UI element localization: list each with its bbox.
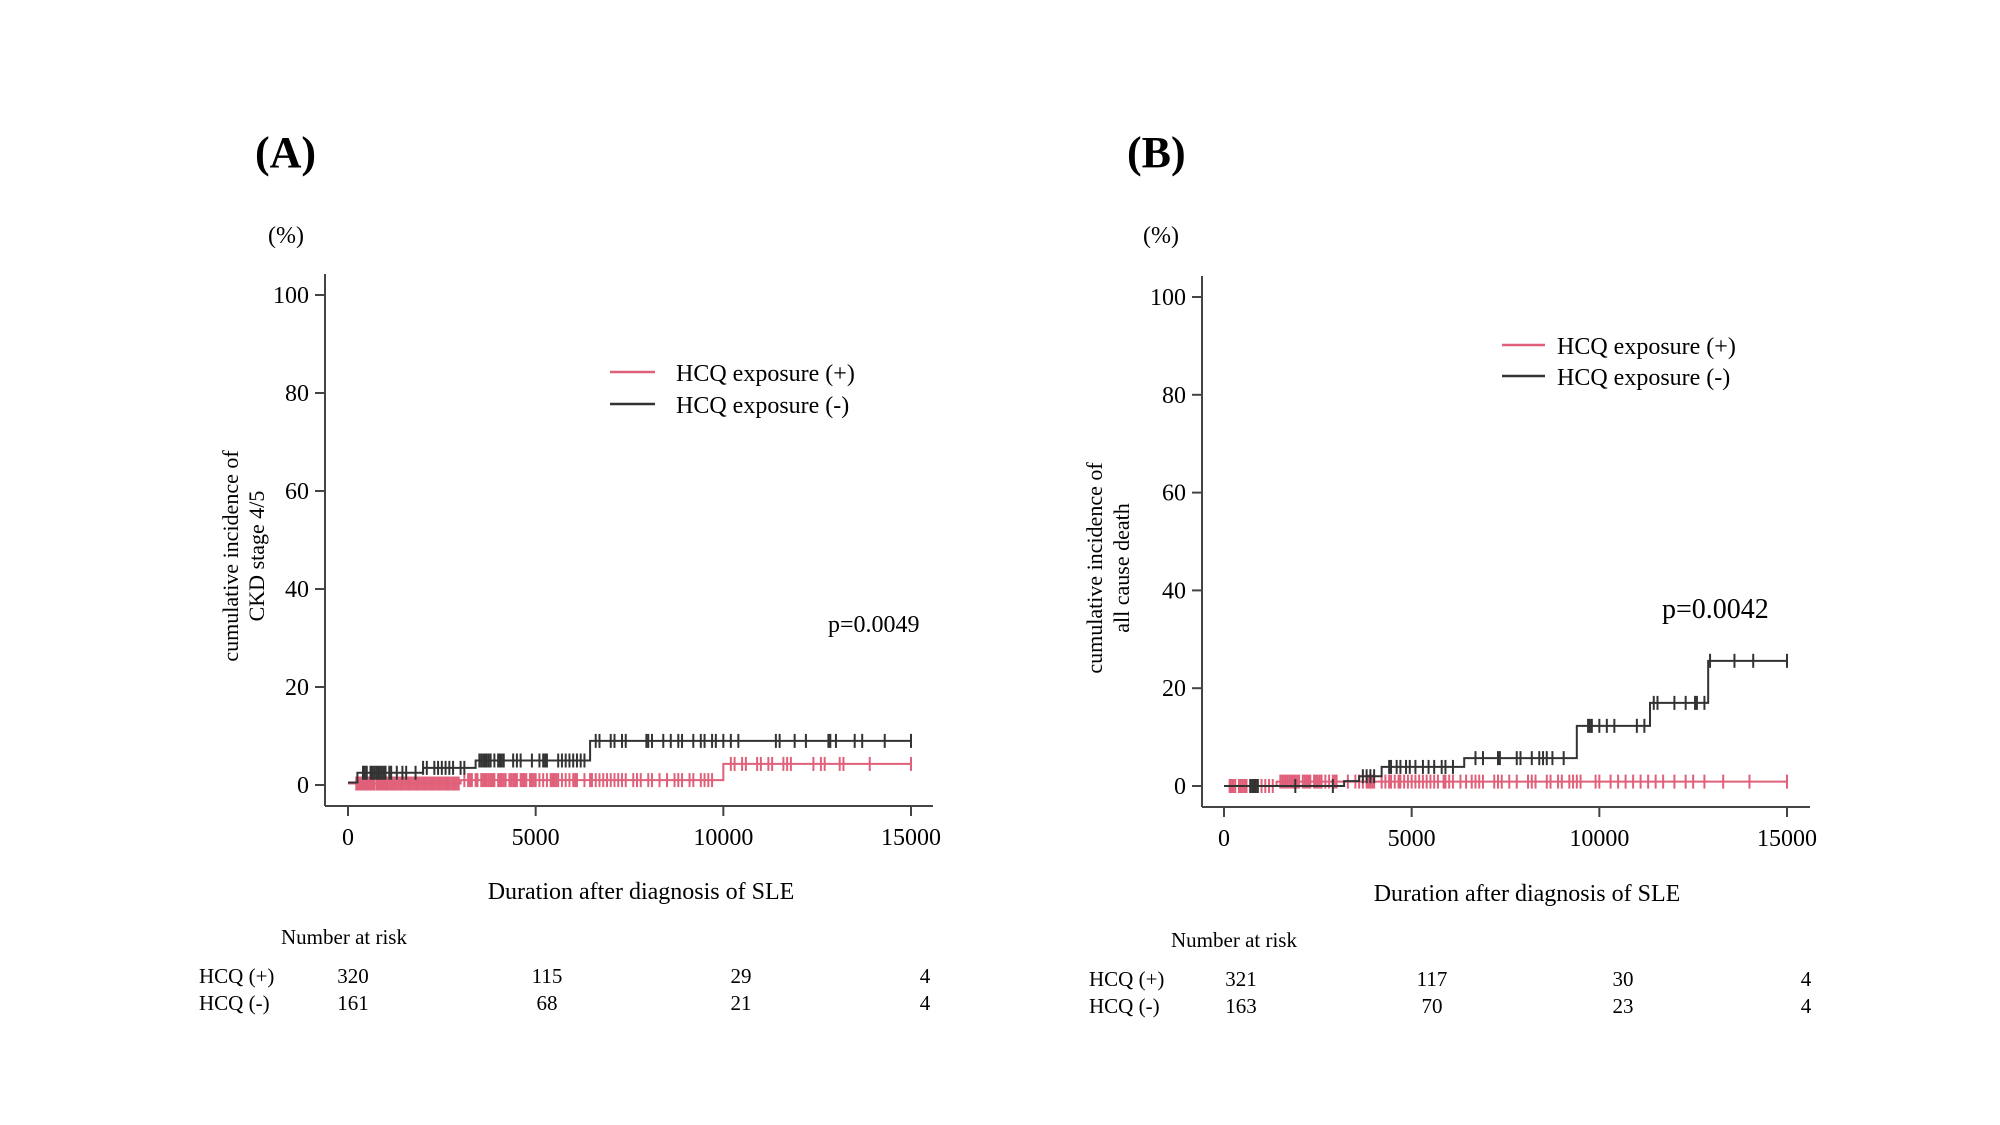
panel-label-b: (B) bbox=[1127, 128, 1186, 177]
risk-cell: 70 bbox=[1422, 994, 1443, 1018]
y-tick-label: 40 bbox=[1162, 578, 1186, 604]
risk-cell: 161 bbox=[337, 991, 369, 1015]
x-tick-label: 15000 bbox=[881, 825, 941, 851]
risk-cell: 4 bbox=[1801, 967, 1812, 991]
risk-row-label: HCQ (+) bbox=[1089, 967, 1164, 991]
y-tick-label: 0 bbox=[297, 773, 309, 799]
legend-label-hcq-neg: HCQ exposure (-) bbox=[676, 393, 849, 419]
y-tick-label: 60 bbox=[285, 479, 309, 505]
risk-cell: 4 bbox=[920, 964, 931, 988]
step-line bbox=[1224, 659, 1787, 787]
risk-cell: 321 bbox=[1225, 967, 1257, 991]
series-hcq-pos bbox=[348, 756, 912, 791]
panel-b: (B) (%) 0 20 40 60 80 100 0 5000 10000 15000 cum… bbox=[1082, 128, 1817, 1018]
x-tick-label: 0 bbox=[1218, 826, 1230, 852]
risk-cell: 320 bbox=[337, 964, 369, 988]
risk-table-a: Number at risk HCQ (+) HCQ (-) 320 115 2… bbox=[199, 925, 931, 1015]
p-value-a: p=0.0049 bbox=[828, 612, 920, 638]
x-tick-label: 10000 bbox=[1569, 826, 1629, 852]
y-unit-label-a: (%) bbox=[268, 223, 304, 249]
risk-cell: 23 bbox=[1613, 994, 1634, 1018]
x-tick-label: 15000 bbox=[1757, 826, 1817, 852]
y-axis-title-line-2: CKD stage 4/5 bbox=[244, 491, 269, 622]
x-tick-label: 5000 bbox=[512, 825, 560, 851]
panel-label-a: (A) bbox=[255, 128, 316, 177]
y-tick-label: 60 bbox=[1162, 481, 1186, 507]
x-ticks-a: 0 5000 10000 15000 bbox=[342, 806, 941, 851]
y-axis-title-line-1: cumulative incidence of bbox=[218, 450, 243, 662]
x-tick-label: 0 bbox=[342, 825, 354, 851]
legend-a: HCQ exposure (+) HCQ exposure (-) bbox=[610, 361, 855, 419]
legend-label-hcq-pos: HCQ exposure (+) bbox=[676, 361, 855, 387]
risk-table-title-b: Number at risk bbox=[1171, 928, 1297, 952]
risk-cell: 21 bbox=[731, 991, 752, 1015]
risk-cell: 163 bbox=[1225, 994, 1257, 1018]
risk-table-title-a: Number at risk bbox=[281, 925, 407, 949]
series-group-b bbox=[1224, 653, 1788, 793]
y-axis-title-line-2: all cause death bbox=[1109, 503, 1134, 633]
y-axis-title-a: cumulative incidence of CKD stage 4/5 bbox=[218, 450, 269, 662]
legend-label-hcq-neg: HCQ exposure (-) bbox=[1557, 365, 1730, 391]
legend-label-hcq-pos: HCQ exposure (+) bbox=[1557, 334, 1736, 360]
axes-a bbox=[324, 274, 933, 807]
y-tick-label: 80 bbox=[285, 381, 309, 407]
y-axis-title-line-1: cumulative incidence of bbox=[1082, 462, 1107, 674]
x-tick-label: 5000 bbox=[1388, 826, 1436, 852]
x-ticks-b: 0 5000 10000 15000 bbox=[1218, 807, 1817, 852]
risk-cell: 29 bbox=[731, 964, 752, 988]
series-hcq-neg bbox=[1224, 653, 1788, 793]
y-tick-label: 80 bbox=[1162, 383, 1186, 409]
axes-b bbox=[1201, 276, 1810, 808]
panel-a: (A) (%) 0 20 40 60 80 100 0 5000 10000 15000 cum… bbox=[199, 128, 941, 1015]
y-tick-label: 40 bbox=[285, 577, 309, 603]
risk-cell: 30 bbox=[1613, 967, 1634, 991]
risk-cell: 4 bbox=[920, 991, 931, 1015]
risk-cell: 68 bbox=[537, 991, 558, 1015]
y-axis-title-b: cumulative incidence of all cause death bbox=[1082, 462, 1134, 674]
y-tick-label: 0 bbox=[1174, 774, 1186, 800]
y-tick-label: 100 bbox=[273, 283, 309, 309]
y-tick-label: 100 bbox=[1150, 285, 1186, 311]
x-axis-title-b: Duration after diagnosis of SLE bbox=[1374, 881, 1681, 907]
y-ticks-b: 0 20 40 60 80 100 bbox=[1150, 285, 1202, 800]
risk-table-b: Number at risk HCQ (+) HCQ (-) 321 117 3… bbox=[1089, 928, 1812, 1018]
risk-row-label: HCQ (+) bbox=[199, 964, 274, 988]
risk-cell: 4 bbox=[1801, 994, 1812, 1018]
y-tick-label: 20 bbox=[285, 675, 309, 701]
x-axis-title-a: Duration after diagnosis of SLE bbox=[488, 879, 795, 905]
step-line bbox=[348, 739, 911, 784]
risk-cell: 117 bbox=[1417, 967, 1448, 991]
series-hcq-pos bbox=[1224, 774, 1788, 793]
series-hcq-neg bbox=[348, 733, 912, 784]
y-tick-label: 20 bbox=[1162, 676, 1186, 702]
p-value-b: p=0.0042 bbox=[1662, 594, 1769, 625]
x-tick-label: 10000 bbox=[693, 825, 753, 851]
risk-cell: 115 bbox=[532, 964, 563, 988]
risk-row-label: HCQ (-) bbox=[199, 991, 270, 1015]
y-ticks-a: 0 20 40 60 80 100 bbox=[273, 283, 325, 799]
series-group-a bbox=[348, 733, 912, 791]
risk-row-label: HCQ (-) bbox=[1089, 994, 1160, 1018]
legend-b: HCQ exposure (+) HCQ exposure (-) bbox=[1502, 334, 1736, 391]
y-unit-label-b: (%) bbox=[1143, 223, 1179, 249]
